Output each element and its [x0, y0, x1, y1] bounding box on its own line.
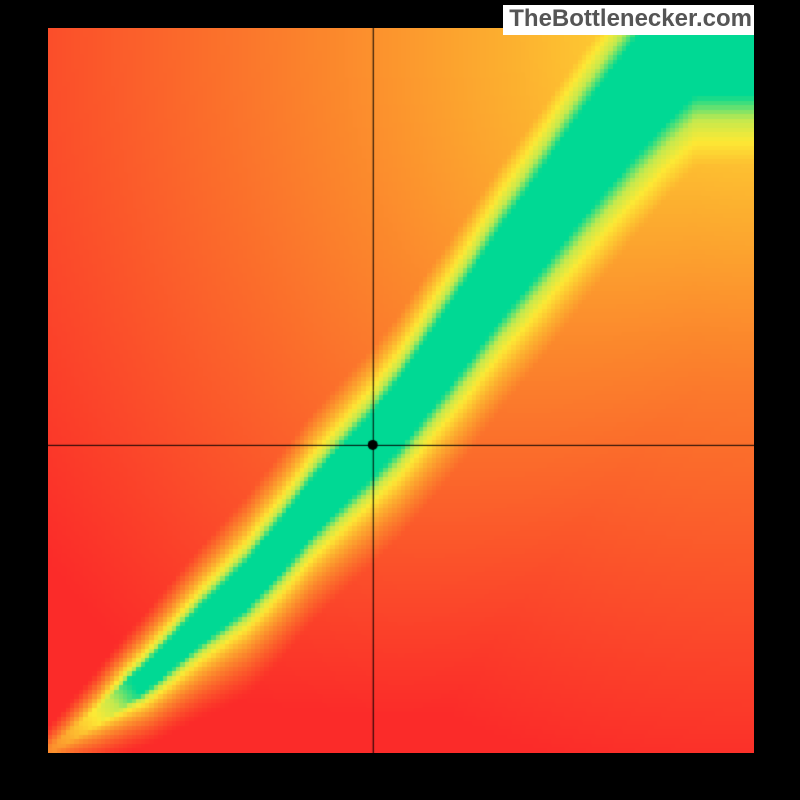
chart-container: TheBottlenecker.com — [0, 0, 800, 800]
bottleneck-heatmap — [48, 28, 754, 753]
watermark-label: TheBottlenecker.com — [503, 5, 754, 35]
